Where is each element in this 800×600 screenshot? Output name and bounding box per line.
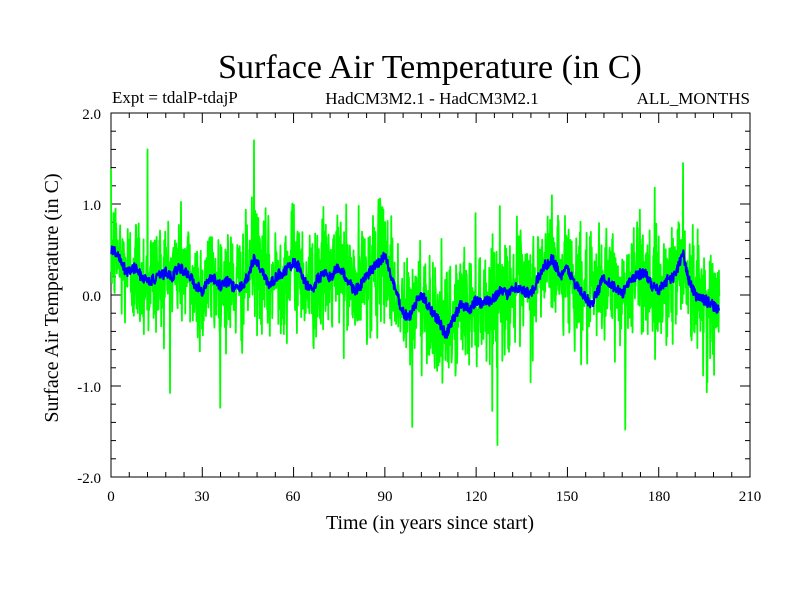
x-tick-label-120: 120 [465,489,488,505]
x-axis-label: Time (in years since start) [326,512,534,534]
y-tick-label-neg2: -2.0 [77,471,101,487]
x-tick-label-30: 30 [195,489,210,505]
model-comparison-label: HadCM3M2.1 - HadCM3M2.1 [325,89,538,108]
y-axis-label: Surface Air Temperature (in C) [41,173,63,422]
series-line-monthly-anomaly [110,139,721,447]
x-tick-label-210: 210 [739,489,762,505]
y-major-ticks [111,112,750,478]
months-label: ALL_MONTHS [637,89,750,108]
series-monthly-anomaly [110,139,721,447]
y-tick-label-neg1: -1.0 [77,380,101,396]
x-tick-label-180: 180 [648,489,671,505]
y-tick-label-1: 1.0 [82,198,101,214]
y-tick-label-0: 0.0 [82,289,101,305]
x-major-ticks [110,113,751,477]
experiment-label: Expt = tdalP-tdajP [112,88,238,107]
series-line-running-mean [110,245,721,339]
x-tick-label-90: 90 [378,489,393,505]
x-tick-label-60: 60 [286,489,301,505]
x-tick-label-0: 0 [107,489,115,505]
series-running-mean [110,245,721,339]
x-tick-label-150: 150 [556,489,579,505]
x-minor-ticks [128,113,733,477]
chart-title: Surface Air Temperature (in C) [218,49,642,86]
y-tick-label-2: 2.0 [82,107,101,123]
